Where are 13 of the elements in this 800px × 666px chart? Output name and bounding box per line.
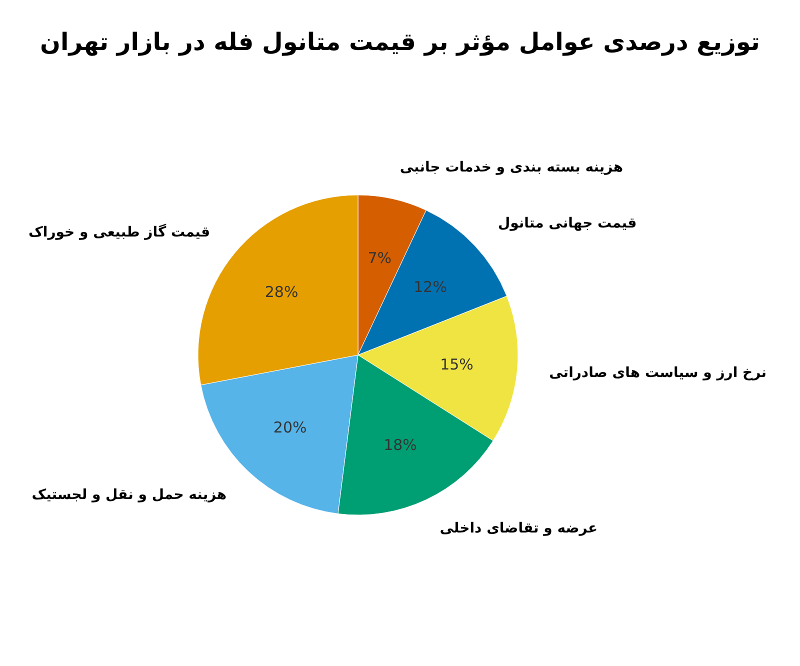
data-label: 28% xyxy=(264,282,298,301)
slice-label: هزینه حمل و نقل و لجستیک xyxy=(32,486,227,503)
data-label: 18% xyxy=(384,436,417,454)
slice-label: قیمت گاز طبیعی و خوراک xyxy=(28,224,210,241)
slice-label: هزینه بسته بندی و خدمات جانبی xyxy=(400,160,624,176)
slice-label: نرخ ارز و سیاست های صادراتی xyxy=(549,365,767,382)
data-label: 7% xyxy=(368,249,392,268)
data-label: 15% xyxy=(440,355,474,374)
data-label: 20% xyxy=(273,418,307,436)
slice-label: عرضه و تقاضای داخلی xyxy=(440,520,598,537)
chart-title: توزیع درصدی عوامل مؤثر بر قیمت متانول فله در بازار تهران xyxy=(40,28,760,56)
data-label: 12% xyxy=(414,278,447,296)
slice-label: قیمت جهانی متانول xyxy=(498,216,637,232)
